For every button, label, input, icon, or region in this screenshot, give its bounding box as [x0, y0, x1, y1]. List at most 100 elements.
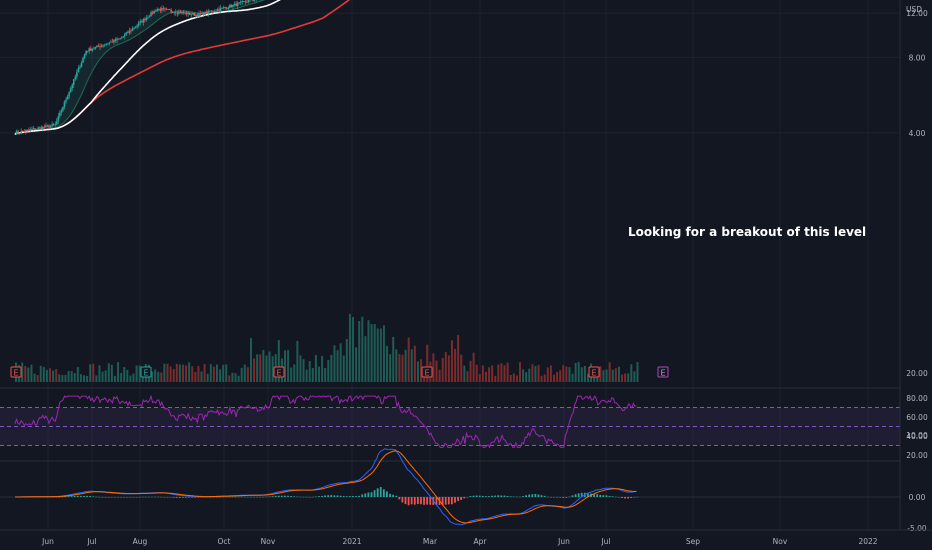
candle: [35, 129, 38, 130]
macd-bar: [571, 495, 574, 497]
volume-bar: [129, 375, 132, 382]
macd-bar: [447, 497, 450, 505]
volume-bar: [163, 363, 166, 382]
candle: [218, 9, 220, 11]
macd-bar: [321, 495, 323, 497]
macd-bar: [395, 495, 398, 497]
volume-bar: [460, 354, 463, 382]
macd-bar: [61, 496, 64, 498]
macd-bar: [444, 497, 447, 505]
volume-bar: [178, 364, 181, 382]
volume-bar: [373, 323, 376, 382]
volume-bar: [376, 328, 379, 382]
macd-bar: [299, 496, 302, 498]
candle: [147, 17, 149, 19]
macd-bar: [457, 497, 459, 501]
macd-bar: [181, 497, 184, 498]
candle: [37, 127, 39, 130]
macd-bar: [420, 497, 422, 505]
volume-bar: [197, 366, 200, 382]
macd-bar: [126, 497, 129, 498]
volume-bar: [79, 374, 82, 382]
macd-bar: [95, 496, 98, 498]
macd-bar: [308, 497, 311, 498]
volume-bar: [454, 348, 457, 382]
macd-bar: [392, 494, 395, 497]
candle: [252, 0, 254, 1]
candle: [43, 126, 46, 128]
volume-bar: [67, 371, 70, 382]
candle: [26, 129, 29, 131]
volume-bar: [379, 328, 382, 382]
volume-bar: [370, 324, 373, 382]
candle: [131, 28, 134, 31]
macd-bar: [240, 496, 243, 498]
volume-bar: [500, 363, 503, 382]
macd-bar: [237, 496, 240, 498]
volume-bar: [525, 372, 528, 382]
macd-bar: [580, 492, 583, 497]
macd-bar: [58, 496, 61, 498]
volume-bar: [324, 368, 327, 382]
candle: [83, 54, 86, 59]
candle: [57, 116, 60, 122]
macd-bar: [203, 497, 206, 498]
volume-bar: [262, 349, 265, 382]
volume-bar: [206, 373, 209, 382]
macd-bar: [73, 496, 76, 497]
candle: [167, 9, 169, 10]
volume-bar: [30, 364, 33, 382]
candle: [133, 27, 135, 29]
macd-bar: [268, 496, 271, 498]
volume-bar: [219, 369, 222, 382]
macd-bar: [92, 496, 95, 497]
macd-bar: [398, 497, 401, 500]
price-tick: 8.00: [909, 53, 926, 62]
candle: [54, 124, 56, 126]
volume-bar: [438, 369, 441, 382]
macd-bar: [265, 496, 268, 498]
ma-200-line: [14, 0, 351, 136]
macd-bar: [336, 495, 339, 497]
candle: [233, 3, 236, 5]
volume-bar: [58, 374, 61, 382]
macd-bar: [280, 495, 283, 497]
volume-bar: [435, 360, 438, 382]
volume-bar: [546, 367, 549, 382]
macd-bar: [274, 495, 277, 497]
earnings-marker-label: E: [591, 369, 596, 378]
macd-bar: [157, 496, 160, 498]
rsi-line: [14, 394, 637, 449]
volume-bar: [92, 363, 95, 382]
candle: [139, 21, 142, 23]
candle: [178, 11, 180, 14]
candle: [154, 10, 157, 12]
volume-bar: [537, 364, 540, 382]
candle: [156, 8, 159, 12]
time-tick: Aug: [133, 537, 148, 546]
volume-bar: [36, 375, 39, 382]
candle: [117, 38, 120, 40]
candle: [60, 110, 63, 113]
macd-bar: [305, 496, 308, 498]
volume-bar: [481, 365, 484, 382]
volume-bar: [491, 365, 494, 382]
macd-bar: [401, 497, 404, 503]
macd-bar: [435, 497, 438, 506]
volume-bar: [506, 362, 509, 382]
volume-bar: [395, 349, 398, 382]
macd-bar: [617, 497, 620, 498]
macd-bar: [525, 495, 527, 497]
candle: [193, 13, 196, 16]
macd-bar: [534, 493, 537, 497]
candle: [130, 30, 132, 32]
macd-bar: [166, 497, 169, 498]
macd-bar: [259, 496, 262, 498]
candle: [94, 46, 97, 49]
volume-bar: [627, 373, 630, 382]
volume-bar: [447, 355, 450, 382]
volume-bar: [299, 355, 302, 382]
candle: [142, 18, 145, 23]
volume-bar: [457, 334, 460, 382]
